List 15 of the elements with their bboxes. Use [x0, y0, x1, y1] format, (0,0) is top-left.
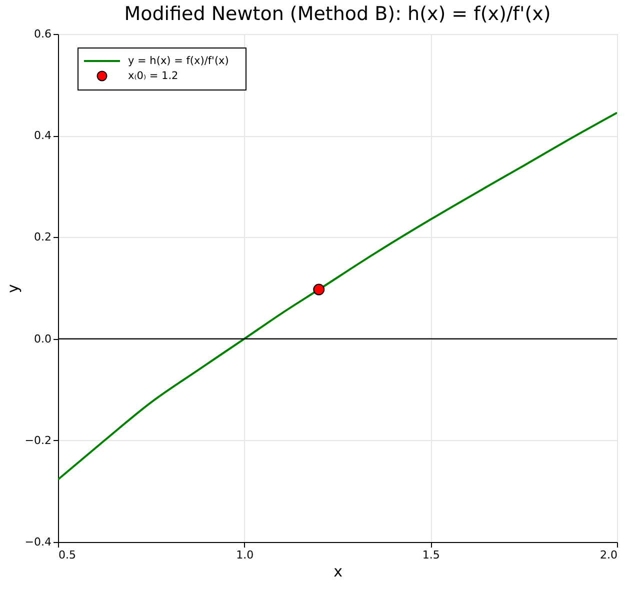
legend-label: x₍0₎ = 1.2: [128, 70, 178, 82]
x-tick-label: 2.0: [600, 548, 618, 562]
x-tick-label: 1.5: [422, 548, 440, 562]
legend-label: y = h(x) = f(x)/f'(x): [128, 55, 229, 67]
y-tick-label: 0.0: [34, 332, 52, 346]
chart-title: Modified Newton (Method B): h(x) = f(x)/f'(x): [124, 3, 551, 25]
x-tick-label: 1.0: [236, 548, 254, 562]
x-tick-label: 0.5: [58, 548, 76, 562]
y-axis-title: y: [4, 284, 22, 293]
x-axis-title: x: [334, 562, 343, 580]
y-tick-label: 0.2: [34, 230, 52, 244]
y-tick-label: −0.2: [24, 434, 52, 447]
y-tick-label: 0.4: [34, 129, 52, 142]
y-tick-label: −0.4: [24, 536, 52, 548]
y-tick-label: 0.6: [34, 28, 52, 40]
